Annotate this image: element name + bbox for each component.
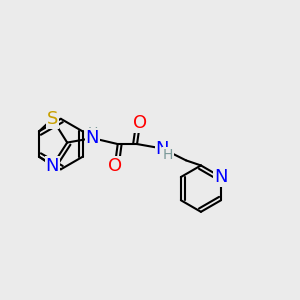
- Text: H: H: [163, 148, 173, 162]
- Text: S: S: [46, 110, 58, 128]
- Text: N: N: [86, 129, 99, 147]
- Text: O: O: [108, 157, 122, 175]
- Text: N: N: [214, 168, 228, 186]
- Text: N: N: [46, 157, 59, 175]
- Text: O: O: [133, 114, 147, 132]
- Text: N: N: [156, 140, 169, 158]
- Text: H: H: [87, 126, 98, 140]
